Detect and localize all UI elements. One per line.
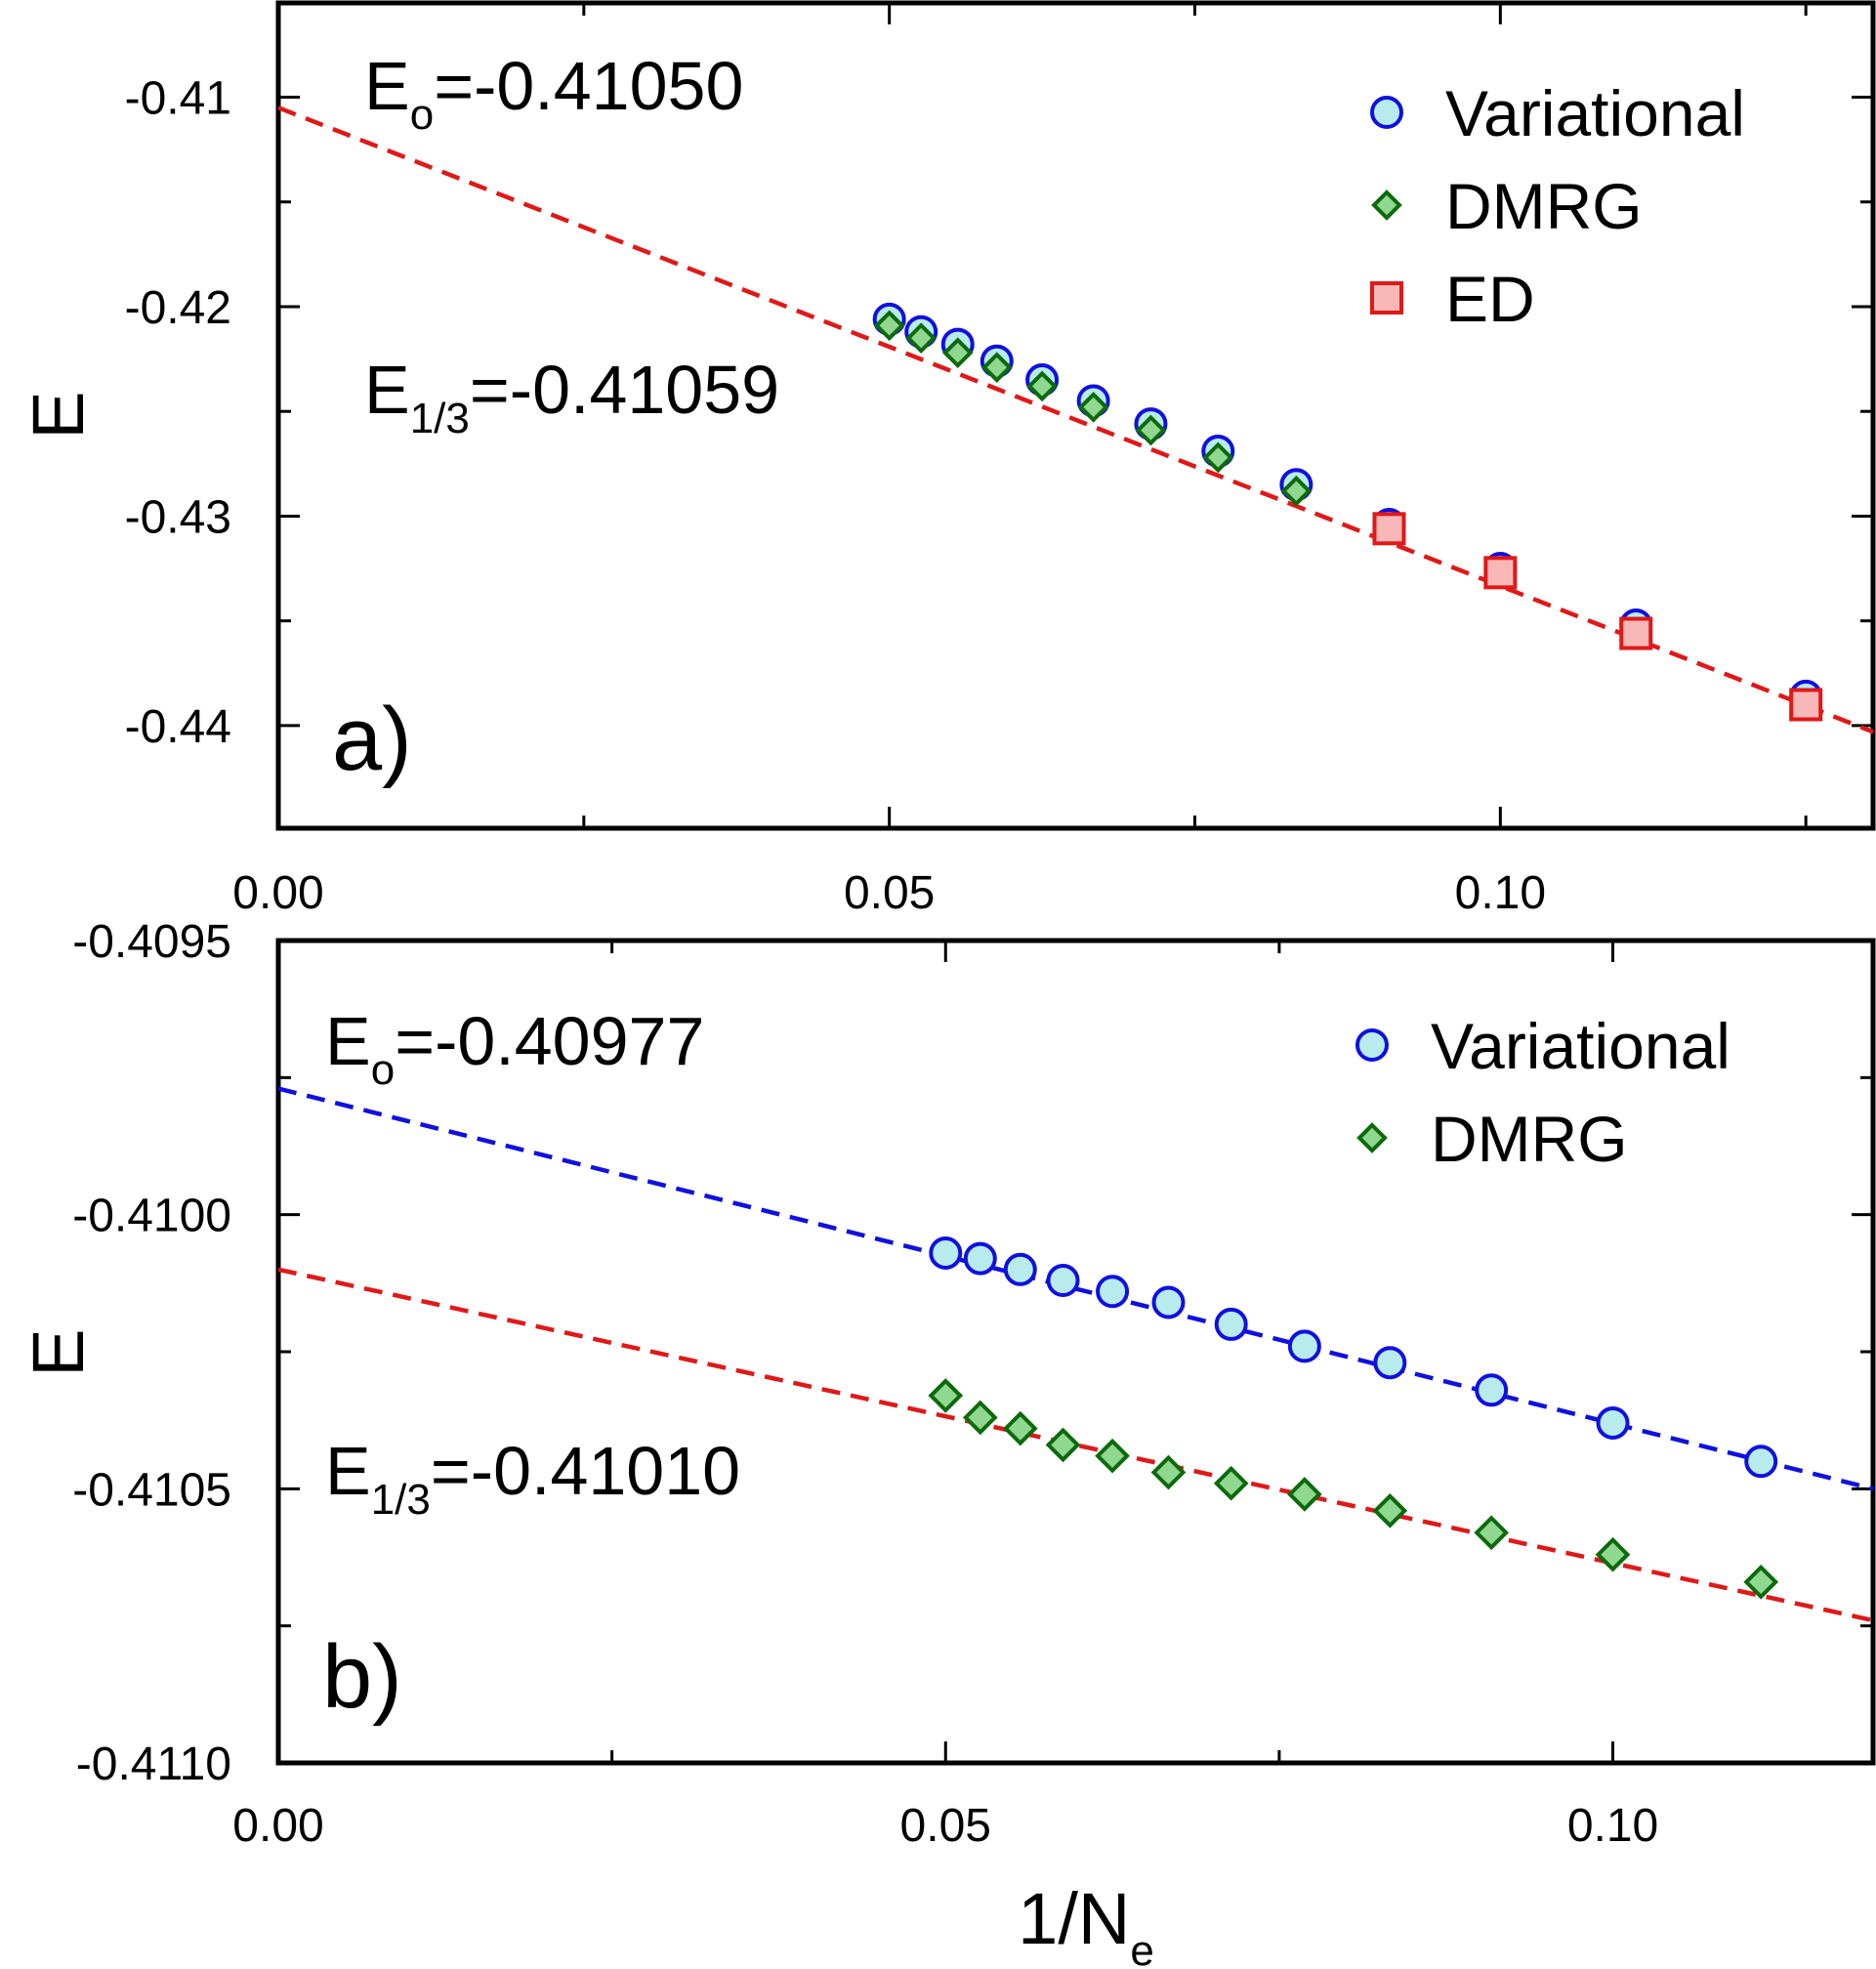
x-axis-title: 1/Ne (1018, 1878, 1154, 1969)
fit-line (278, 105, 1873, 734)
legend-label: Variational (1445, 77, 1745, 149)
annotation-value: =-0.41010 (431, 1433, 740, 1509)
dmrg-point (1213, 1465, 1249, 1501)
annotation: E1/3=-0.41059 (364, 352, 779, 442)
variational-point (1151, 1285, 1186, 1320)
variational-point (1373, 1346, 1407, 1380)
dmrg-point (1045, 1427, 1081, 1463)
x-axis-title-main: 1/N (1018, 1878, 1130, 1959)
series-ed (1372, 512, 1823, 722)
dmrg-point (1026, 370, 1058, 402)
y-tick-label: -0.4105 (72, 1464, 231, 1516)
annotation-sub: o (410, 91, 434, 139)
x-tick-label: 0.05 (900, 1800, 991, 1852)
plot-area (278, 1086, 1873, 1623)
legend-label: DMRG (1445, 170, 1643, 242)
legend-marker-dmrg (1371, 189, 1402, 221)
variational-point (1003, 1252, 1037, 1286)
series-dmrg (928, 1378, 1779, 1600)
dmrg-point (905, 322, 938, 354)
annotation: Eo=-0.41050 (364, 48, 743, 139)
legend-marker-variational (1370, 96, 1403, 129)
annotation-sub: o (371, 1046, 395, 1094)
annotation-sub: 1/3 (371, 1476, 431, 1524)
y-axis-title: E (18, 391, 99, 439)
series-dmrg (873, 310, 1313, 507)
ed-point (1483, 556, 1518, 590)
legend: Variational DMRG (1355, 1010, 1730, 1175)
y-tick-label: -0.42 (125, 282, 231, 334)
plot-area (278, 105, 1873, 734)
variational-point (929, 1236, 963, 1270)
dmrg-point (1372, 1492, 1408, 1529)
annotation-value: =-0.40977 (395, 1003, 704, 1079)
y-tick-label: -0.4100 (72, 1191, 231, 1242)
series-variational (872, 302, 1823, 713)
dmrg-point (962, 1400, 998, 1436)
x-tick-label: 0.05 (844, 867, 935, 919)
x-tick-label: 0.00 (232, 867, 323, 919)
y-tick-label: -0.43 (125, 491, 231, 543)
dmrg-point (1287, 1477, 1322, 1512)
variational-point (1596, 1405, 1630, 1440)
ed-point (1789, 688, 1823, 722)
annotation-main: E (364, 352, 410, 428)
annotation: Eo=-0.40977 (325, 1003, 704, 1094)
x-tick-label: 0.00 (232, 1800, 323, 1852)
dmrg-point (1135, 414, 1167, 446)
annotation-value: =-0.41050 (434, 48, 743, 124)
dmrg-point (1202, 441, 1234, 474)
dmrg-point (1150, 1454, 1187, 1490)
panel-a: 0.00 0.05 0.10 -0.41 -0.42 -0.43 -0.44 E Variati… (18, 0, 1876, 919)
legend-label: ED (1445, 263, 1535, 335)
annotation-main: E (325, 1003, 371, 1079)
panel-label: b) (322, 1627, 402, 1727)
panel-b: 0.00 0.05 0.10 -0.4095 -0.4100 -0.4105 -0.4110… (18, 916, 1876, 1969)
y-tick-label: -0.41 (125, 73, 231, 125)
dmrg-point (980, 352, 1013, 384)
dmrg-point (1743, 1564, 1779, 1600)
y-tick-label: -0.4095 (72, 916, 231, 968)
y-tick-label: -0.44 (125, 701, 231, 753)
legend: Variational DMRG ED (1370, 77, 1745, 335)
dmrg-point (1077, 392, 1109, 423)
dmrg-point (928, 1378, 964, 1413)
annotation-main: E (325, 1433, 371, 1509)
legend-label: Variational (1431, 1010, 1730, 1082)
legend-marker-ed (1370, 281, 1403, 314)
y-tick-label: -0.4110 (76, 1739, 231, 1790)
y-axis-title: E (18, 1328, 99, 1376)
dmrg-point (1002, 1410, 1038, 1446)
series-variational (929, 1236, 1778, 1479)
variational-point (1096, 1275, 1130, 1309)
variational-point (1475, 1373, 1509, 1407)
annotation-main: E (364, 48, 410, 124)
x-axis-title-sub: e (1130, 1927, 1153, 1969)
legend-marker-variational (1355, 1028, 1389, 1062)
variational-point (1214, 1307, 1248, 1341)
dmrg-point (873, 310, 905, 342)
dmrg-point (1595, 1536, 1631, 1572)
dmrg-point (1474, 1515, 1510, 1551)
variational-point (963, 1241, 997, 1276)
x-tick-label: 0.10 (1455, 867, 1546, 919)
plot-frame (275, 0, 1876, 831)
dmrg-point (1280, 475, 1313, 507)
dmrg-point (941, 337, 974, 368)
ed-point (1372, 512, 1406, 546)
annotation-sub: 1/3 (410, 395, 470, 442)
variational-point (1744, 1445, 1778, 1479)
x-tick-label: 0.10 (1567, 1800, 1658, 1852)
panel-label: a) (332, 690, 412, 789)
dmrg-point (1095, 1438, 1130, 1474)
variational-point (1046, 1264, 1080, 1298)
legend-marker-dmrg (1356, 1122, 1388, 1153)
legend-label: DMRG (1431, 1103, 1628, 1175)
variational-point (1287, 1329, 1321, 1363)
annotation-value: =-0.41059 (470, 352, 779, 428)
annotation: E1/3=-0.41010 (325, 1433, 740, 1524)
ed-point (1619, 616, 1653, 650)
